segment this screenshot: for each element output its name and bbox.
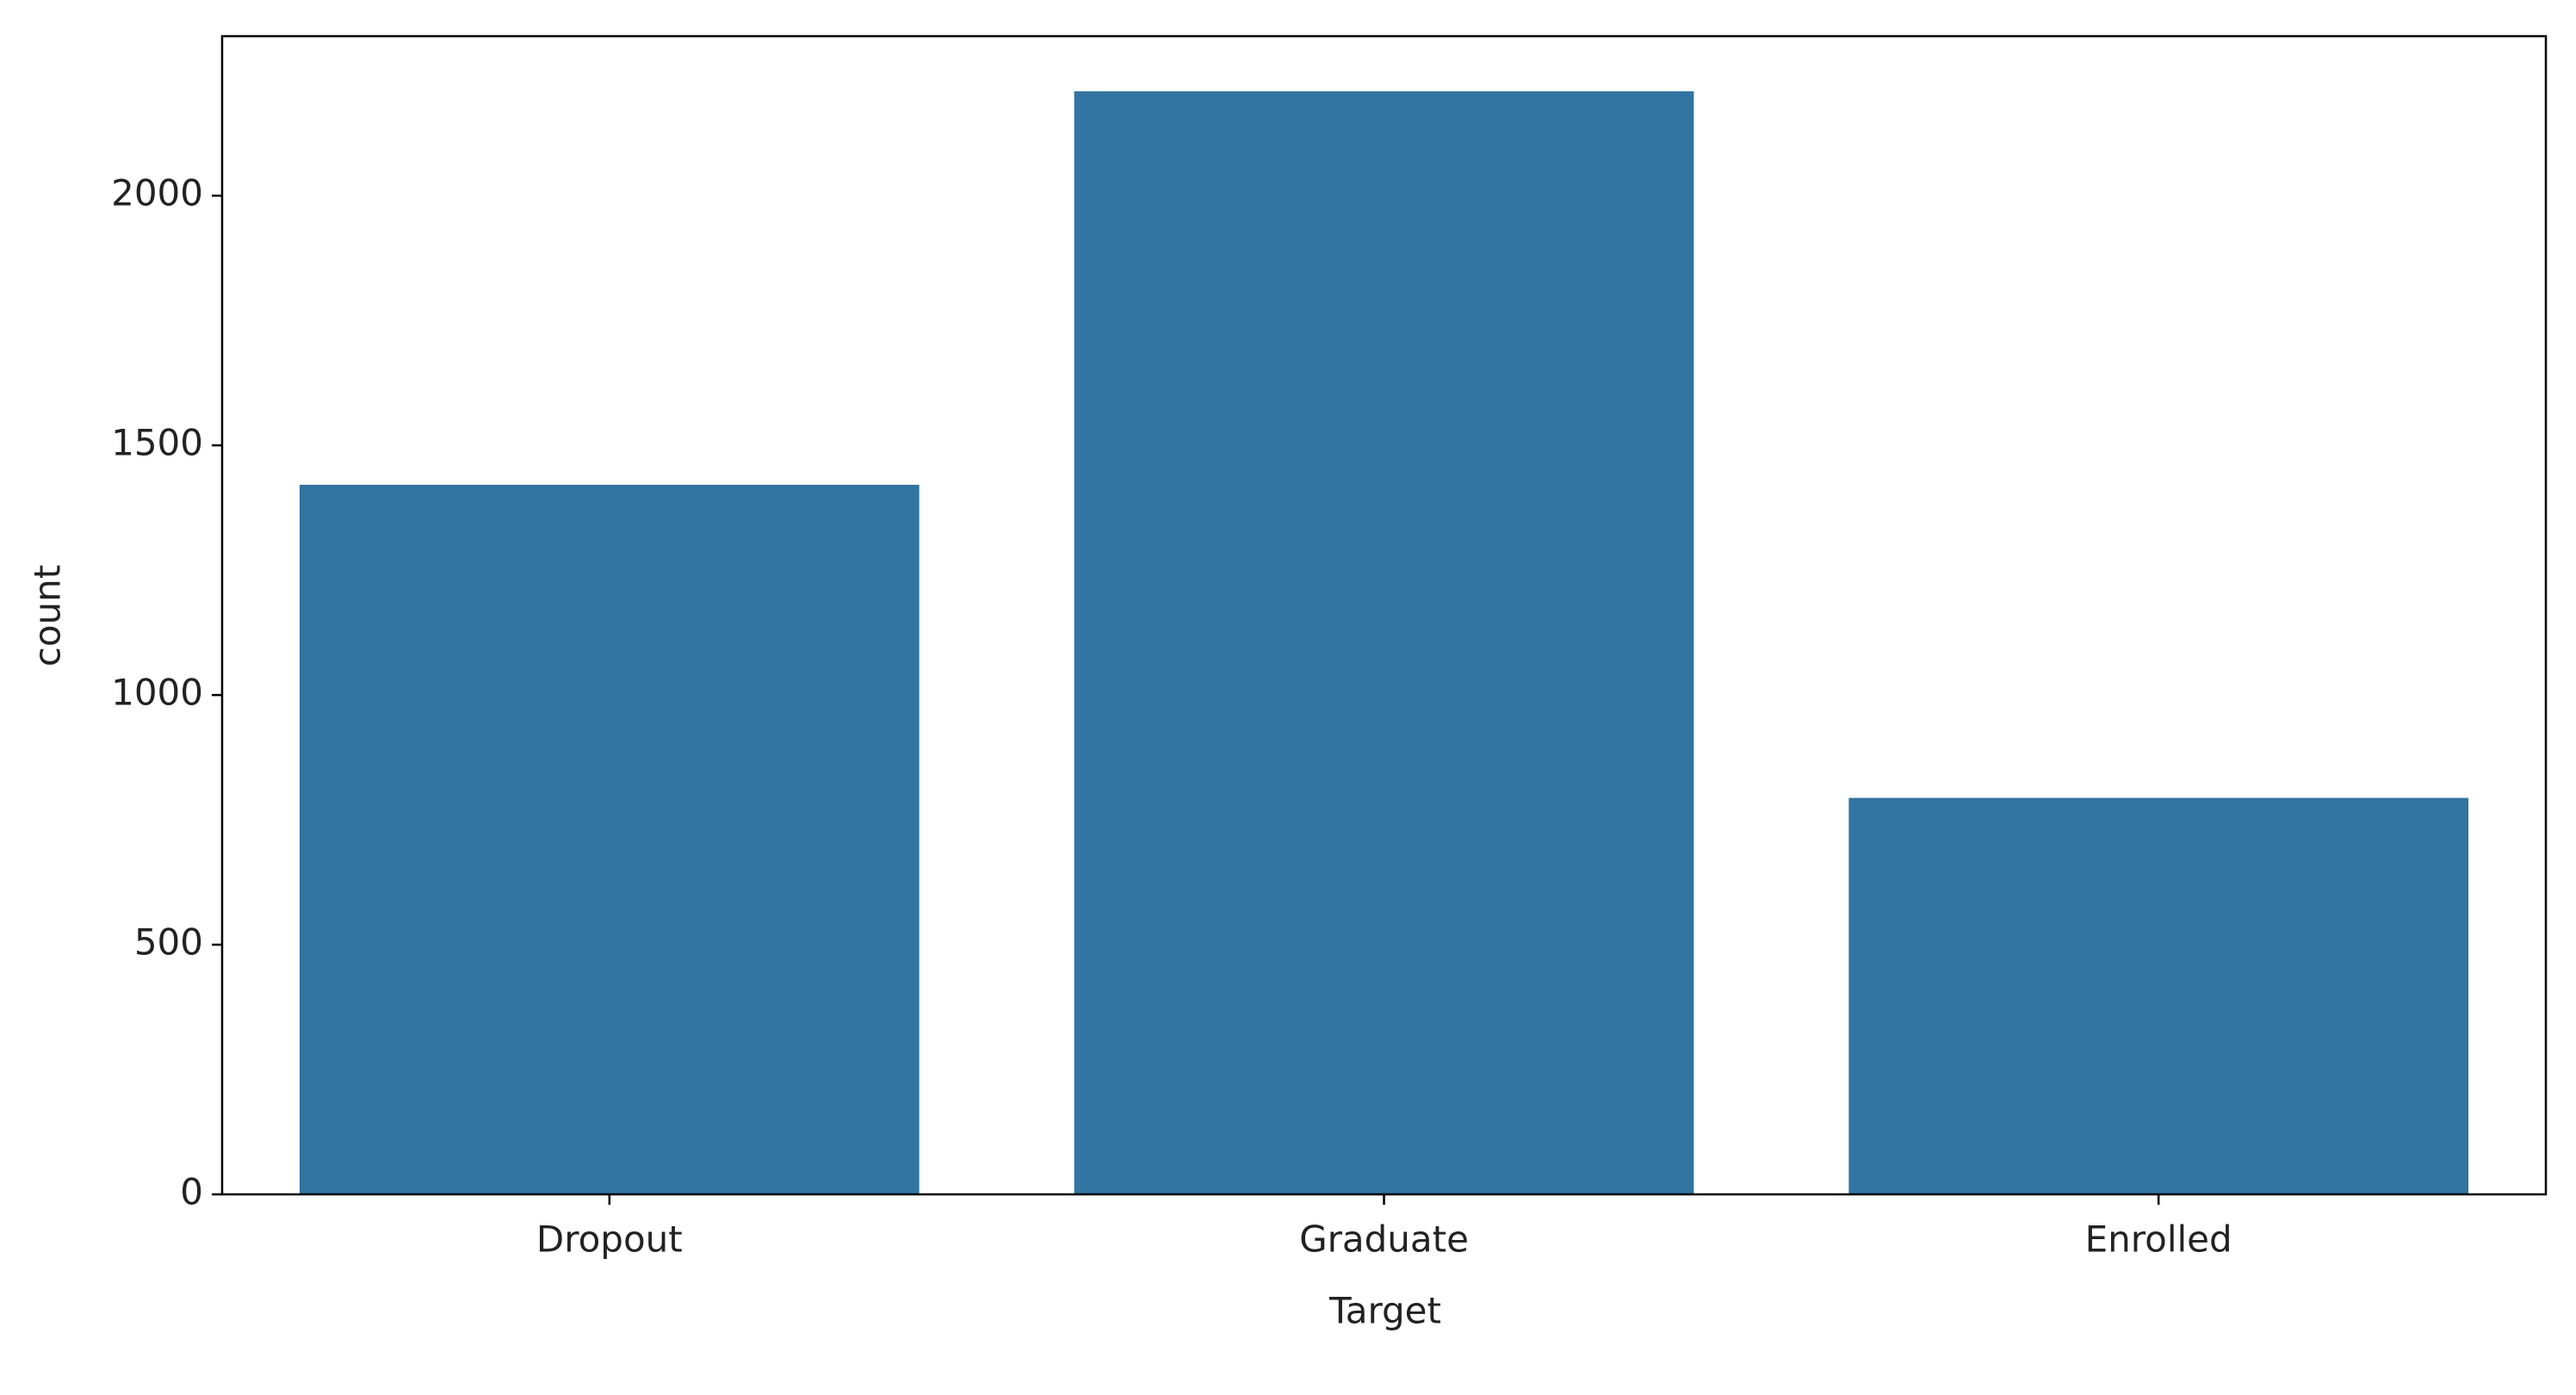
- x-axis-label: Target: [1328, 1290, 1441, 1332]
- y-axis-label: count: [27, 565, 69, 667]
- x-tick-label: Enrolled: [2085, 1218, 2232, 1261]
- bar: [1074, 91, 1694, 1195]
- y-tick-label: 1000: [111, 672, 203, 714]
- y-tick-label: 0: [180, 1171, 203, 1213]
- bar: [299, 484, 920, 1194]
- plot-frame: [220, 34, 2548, 1196]
- y-tick-label: 1500: [111, 422, 203, 464]
- x-tick-label: Graduate: [1299, 1218, 1469, 1261]
- y-tick-label: 500: [134, 921, 203, 964]
- x-tick-label: Dropout: [536, 1218, 683, 1261]
- y-tick-label: 2000: [111, 172, 203, 214]
- bar: [1848, 797, 2469, 1194]
